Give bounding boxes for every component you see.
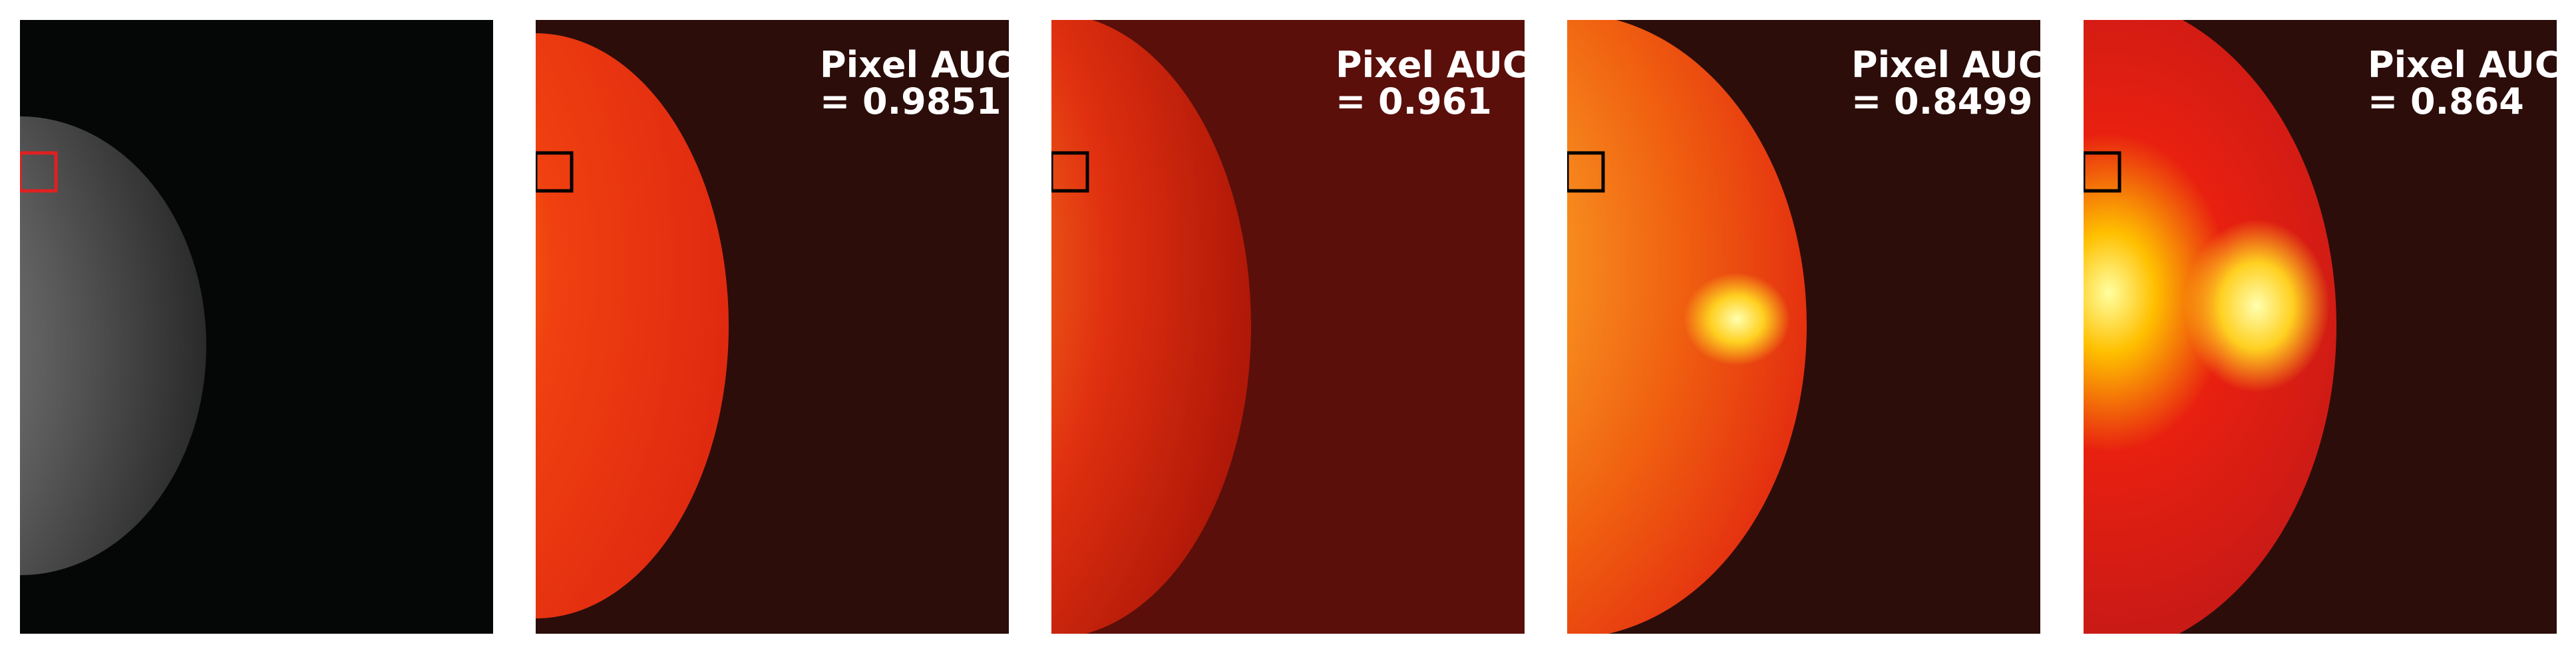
metric-label: Pixel AUC [820, 44, 1013, 86]
annotations: Pixel AUC = 0.9851 Pixel AUC = 0.961 Pix… [820, 44, 2561, 122]
metric-label: Pixel AUC [2368, 44, 2561, 86]
metric-value: = 0.961 [1336, 80, 1492, 122]
panel-heatmap [536, 20, 1009, 634]
metric-value: = 0.8499 [1851, 80, 2032, 122]
metric-label: Pixel AUC [1336, 44, 1529, 86]
panel-heatmap [2084, 20, 2557, 634]
metric-value: = 0.9851 [820, 80, 1001, 122]
panel-image [20, 20, 493, 634]
panel-heatmap [1567, 20, 2040, 634]
panel-heatmap [1051, 20, 1525, 634]
metric-label: Pixel AUC [1851, 44, 2044, 86]
metric-value: = 0.864 [2368, 80, 2524, 122]
